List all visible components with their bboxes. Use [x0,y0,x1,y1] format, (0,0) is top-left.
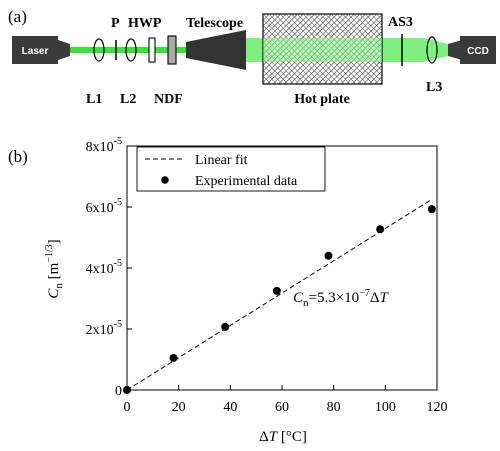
x-axis-label: ΔT [°C] [259,429,307,445]
x-tick-label: 0 [124,400,131,415]
legend: Linear fit Experimental data [136,146,326,192]
series-layer [123,198,436,394]
label-telescope: Telescope [186,16,243,31]
x-axis-ticks: 0 20 40 60 80 100 120 [124,385,448,415]
x-tick-label: 20 [172,400,186,415]
ccd-nozzle [448,40,462,60]
laser-label: Laser [22,46,49,57]
data-point [123,386,131,394]
hwp-plate-icon [148,37,156,63]
ndf-filter-icon [167,35,177,65]
panel-b: (b) 0 2x10-5 4x10-5 6x10-5 8x10-5 0 20 40 60 80 1… [8,136,448,445]
ccd-label: CCD [467,46,489,57]
panel-b-label: (b) [8,147,28,166]
x-tick-label: 120 [427,400,448,415]
x-tick-label: 80 [327,400,341,415]
label-l2: L2 [120,92,136,107]
label-hot-plate: Hot plate [294,92,350,107]
label-as3: AS3 [388,15,413,30]
y-tick-label: 2x10-5 [86,319,122,338]
label-p: P [111,16,120,31]
legend-linear-fit: Linear fit [195,153,248,168]
data-point [324,251,333,260]
data-point [376,225,385,234]
beam-through-plate [263,38,382,62]
x-tick-label: 60 [275,400,289,415]
ccd-box [460,36,496,64]
y-tick-label: 8x10-5 [86,136,122,155]
legend-box [136,146,326,192]
telescope-icon [186,30,246,70]
panel-a-label: (a) [8,7,27,26]
data-point [427,205,436,214]
x-tick-label: 100 [375,400,396,415]
panel-a: (a) Laser CCD P [8,7,496,107]
data-point [221,322,230,331]
y-tick-label: 4x10-5 [86,258,122,277]
lens-l3-icon [426,36,438,64]
label-ndf: NDF [154,92,183,107]
converging-beam [424,38,460,62]
y-tick-label: 6x10-5 [86,197,122,216]
lens-l1-icon [93,38,105,62]
label-hwp: HWP [128,16,162,31]
data-point [169,353,178,362]
laser-box [12,36,58,64]
y-axis-label: Cn [m−1/3] [44,239,65,298]
legend-experimental-swatch [161,176,169,184]
label-l3: L3 [426,80,442,95]
lens-l2-icon [125,38,137,62]
y-tick-label: 0 [115,384,122,399]
laser-beam [56,47,186,53]
laser-nozzle [58,40,70,60]
data-point [272,286,281,295]
fit-equation: Cn=5.3×10−7ΔT [293,288,389,309]
y-axis-ticks: 0 2x10-5 4x10-5 6x10-5 8x10-5 [86,136,132,399]
legend-experimental: Experimental data [195,174,298,189]
x-tick-label: 40 [223,400,237,415]
label-l1: L1 [86,92,102,107]
